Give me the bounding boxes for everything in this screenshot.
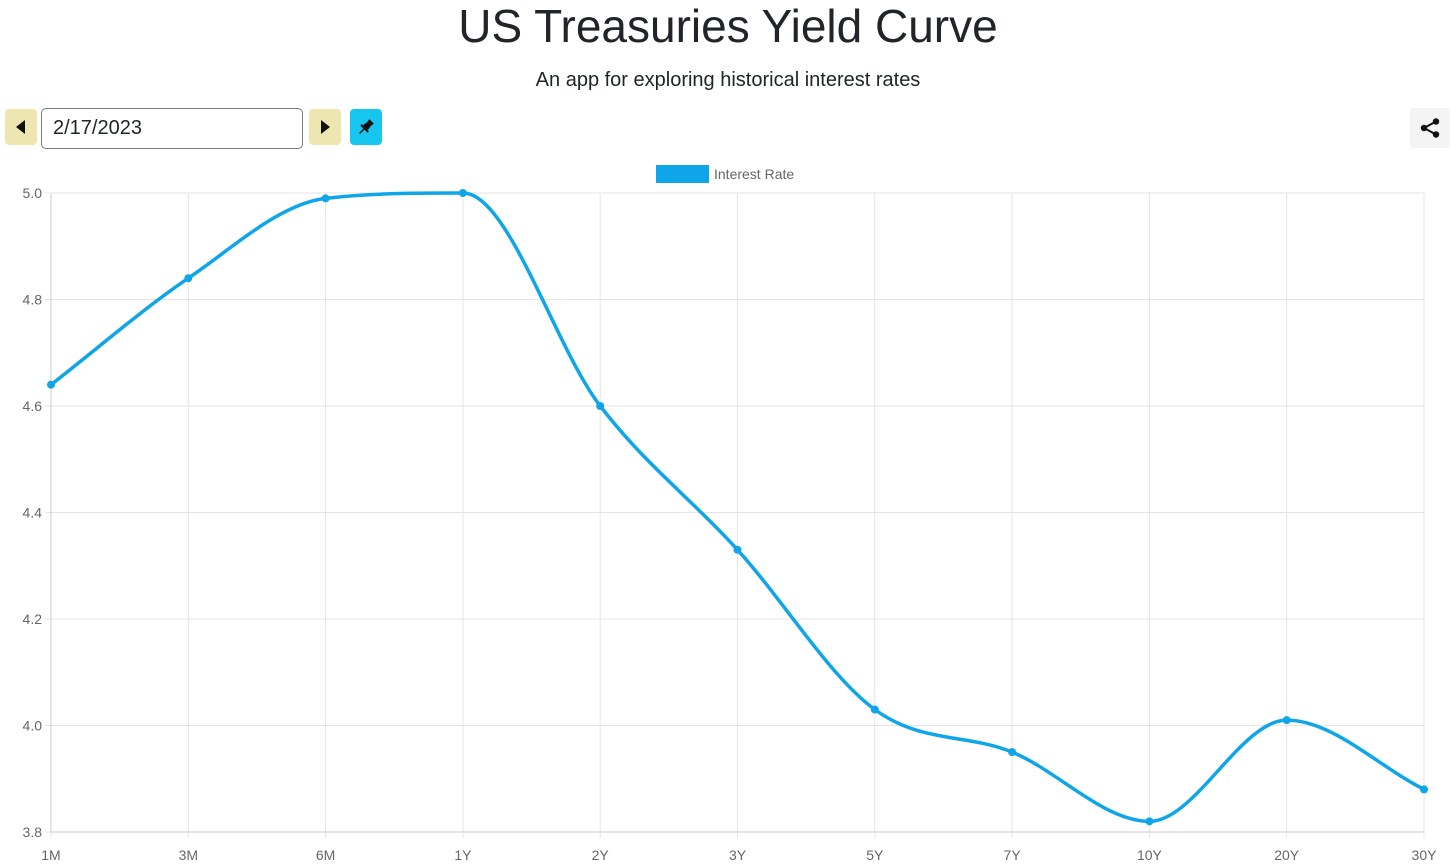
data-point[interactable] bbox=[47, 380, 55, 389]
page-title: US Treasuries Yield Curve bbox=[458, 0, 998, 52]
x-tick-label: 10Y bbox=[1137, 847, 1163, 863]
x-tick-label: 2Y bbox=[592, 847, 610, 863]
page-subtitle: An app for exploring historical interest… bbox=[535, 69, 921, 91]
x-tick-label: 1M bbox=[41, 847, 60, 863]
pushpin-icon bbox=[359, 119, 374, 134]
x-tick-label: 5Y bbox=[866, 847, 884, 863]
data-point[interactable] bbox=[184, 274, 193, 283]
x-tick-label: 6M bbox=[316, 847, 335, 863]
pin-button[interactable] bbox=[350, 109, 382, 145]
triangle-left-icon bbox=[16, 120, 25, 134]
data-point[interactable] bbox=[1008, 748, 1017, 757]
x-tick-label: 1Y bbox=[454, 847, 472, 863]
chart-series bbox=[47, 189, 1428, 826]
legend-label[interactable]: Interest Rate bbox=[714, 166, 794, 182]
data-point[interactable] bbox=[1282, 716, 1291, 725]
data-point[interactable] bbox=[321, 194, 330, 203]
x-tick-label: 20Y bbox=[1274, 847, 1300, 863]
chart-grid bbox=[45, 192, 1425, 838]
chart-legend: Interest Rate bbox=[656, 165, 794, 183]
y-tick-label: 4.2 bbox=[23, 611, 43, 627]
next-date-button[interactable] bbox=[309, 109, 341, 145]
y-tick-label: 4.6 bbox=[23, 398, 43, 414]
y-tick-label: 3.8 bbox=[23, 824, 43, 840]
share-icon bbox=[1420, 118, 1440, 138]
y-tick-label: 5.0 bbox=[23, 185, 43, 201]
data-point[interactable] bbox=[733, 545, 742, 554]
x-tick-label: 3M bbox=[179, 847, 198, 863]
triangle-right-icon bbox=[321, 120, 330, 134]
y-tick-label: 4.0 bbox=[23, 718, 43, 734]
x-tick-label: 30Y bbox=[1412, 847, 1438, 863]
data-point[interactable] bbox=[870, 705, 879, 714]
chart-axes: 5.0 4.8 4.6 4.4 4.2 4.0 3.8 1M 3M 6M 1Y 2Y 3Y 5Y 7Y 10Y… bbox=[23, 185, 1438, 863]
share-button[interactable] bbox=[1410, 108, 1450, 148]
y-tick-label: 4.4 bbox=[23, 505, 43, 521]
date-input[interactable] bbox=[41, 108, 303, 149]
x-tick-label: 3Y bbox=[729, 847, 747, 863]
legend-swatch[interactable] bbox=[656, 165, 709, 183]
previous-date-button[interactable] bbox=[5, 109, 37, 145]
data-point[interactable] bbox=[1145, 817, 1154, 826]
data-point[interactable] bbox=[596, 402, 605, 410]
y-tick-label: 4.8 bbox=[23, 292, 43, 308]
x-tick-label: 7Y bbox=[1004, 847, 1022, 863]
data-point[interactable] bbox=[458, 189, 467, 197]
data-point[interactable] bbox=[1420, 785, 1428, 794]
